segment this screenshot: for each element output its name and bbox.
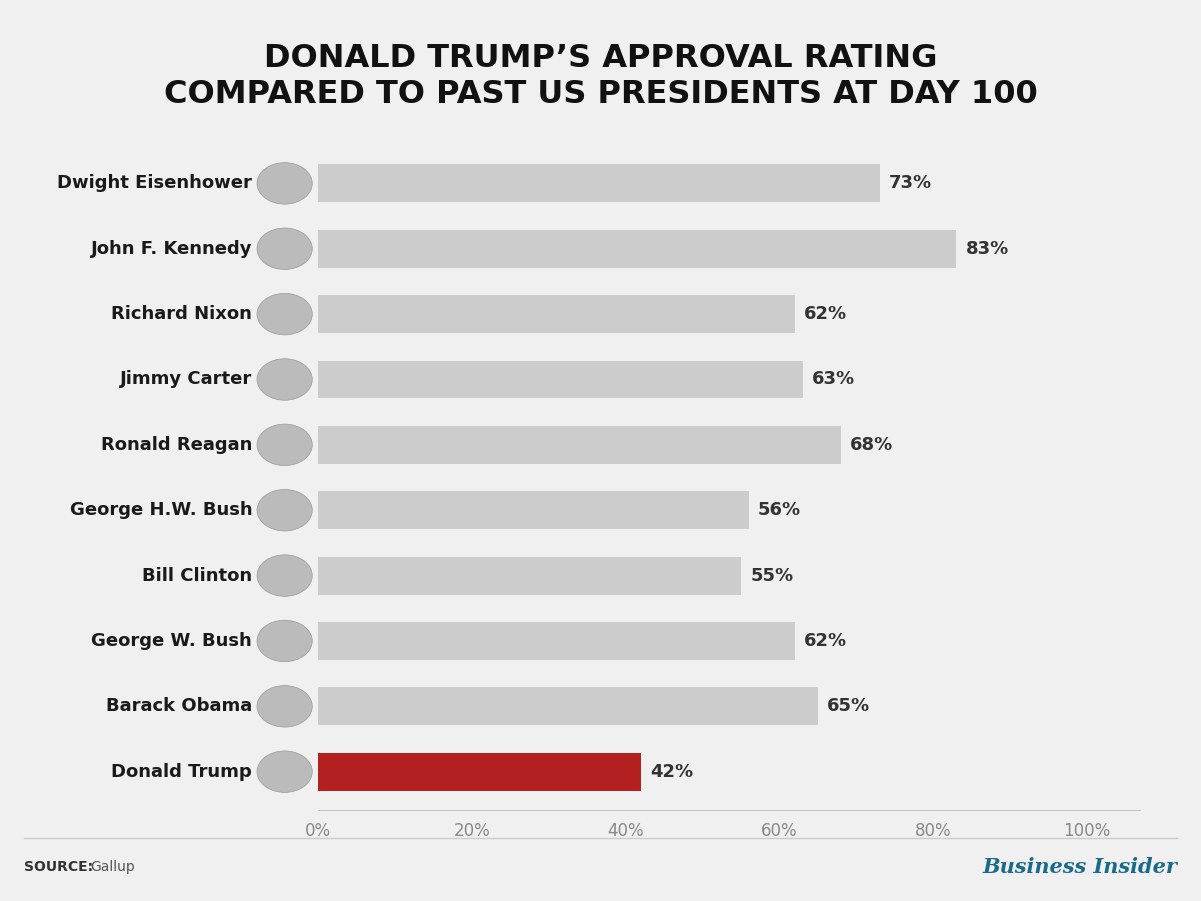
Text: Bill Clinton: Bill Clinton	[142, 567, 252, 585]
Bar	[318, 296, 795, 333]
Bar	[318, 687, 818, 725]
Text: 68%: 68%	[850, 436, 894, 454]
Text: SOURCE:: SOURCE:	[24, 860, 94, 874]
Bar	[318, 230, 956, 268]
Text: COMPARED TO PAST US PRESIDENTS AT DAY 100: COMPARED TO PAST US PRESIDENTS AT DAY 10…	[163, 79, 1038, 110]
Text: 55%: 55%	[751, 567, 794, 585]
Text: 62%: 62%	[805, 632, 848, 650]
Text: 42%: 42%	[651, 762, 693, 780]
Text: DONALD TRUMP’S APPROVAL RATING: DONALD TRUMP’S APPROVAL RATING	[264, 43, 937, 74]
Text: Gallup: Gallup	[90, 860, 135, 874]
Bar	[318, 491, 749, 529]
Text: Dwight Eisenhower: Dwight Eisenhower	[58, 175, 252, 193]
Bar	[318, 426, 841, 464]
Text: John F. Kennedy: John F. Kennedy	[91, 240, 252, 258]
Text: Barack Obama: Barack Obama	[106, 697, 252, 715]
Bar	[318, 557, 741, 595]
Bar	[318, 622, 795, 660]
Text: Richard Nixon: Richard Nixon	[112, 305, 252, 323]
Text: Business Insider: Business Insider	[982, 857, 1177, 877]
Bar	[318, 752, 641, 791]
Text: 56%: 56%	[758, 501, 801, 519]
Text: 63%: 63%	[812, 370, 855, 388]
Text: George H.W. Bush: George H.W. Bush	[70, 501, 252, 519]
Text: Donald Trump: Donald Trump	[112, 762, 252, 780]
Text: Jimmy Carter: Jimmy Carter	[120, 370, 252, 388]
Bar	[318, 164, 879, 203]
Text: George W. Bush: George W. Bush	[91, 632, 252, 650]
Bar	[318, 360, 802, 398]
Text: 65%: 65%	[827, 697, 871, 715]
Text: 73%: 73%	[889, 175, 932, 193]
Text: 62%: 62%	[805, 305, 848, 323]
Text: Ronald Reagan: Ronald Reagan	[101, 436, 252, 454]
Text: 83%: 83%	[966, 240, 1009, 258]
